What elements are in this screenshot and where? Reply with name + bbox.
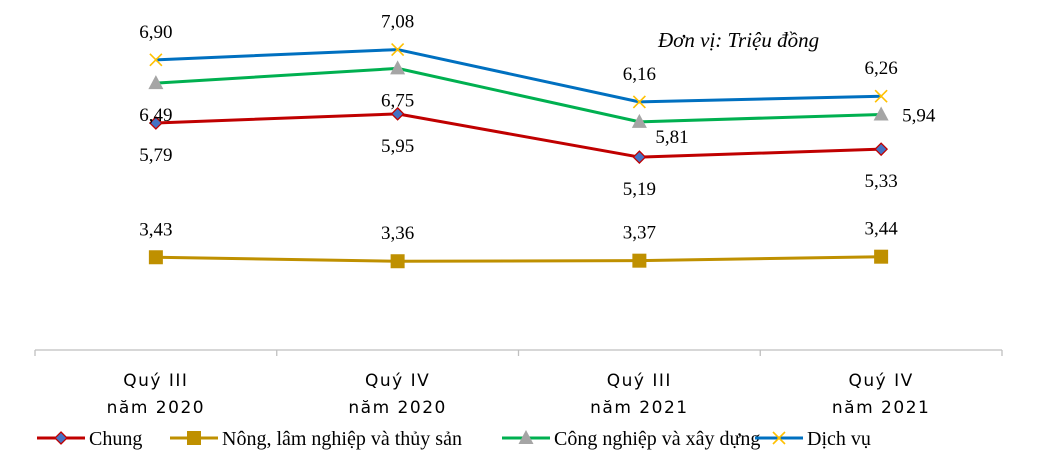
data-label: 6,75 [381,90,414,111]
data-point-marker [632,95,646,109]
x-tick-label: Quý III [123,371,188,391]
data-label: 6,26 [865,58,898,79]
data-point-marker [390,254,405,269]
data-label: 5,33 [865,171,898,192]
data-label: 3,44 [865,219,899,240]
x-tick-label: năm 2020 [348,398,446,418]
data-point-marker [390,106,405,121]
legend-marker [772,431,786,445]
data-label: 7,08 [381,12,414,33]
legend-item: Công nghiệp và xây dựng [502,428,760,450]
legend-item: Nông, lâm nghiệp và thủy sản [170,428,462,450]
x-tick-label: Quý III [607,371,672,391]
data-label: 6,90 [139,22,172,43]
data-point-marker [391,43,405,57]
legend-item: Chung [37,428,142,450]
data-label: 5,79 [139,145,172,166]
data-point-marker [149,53,163,67]
legend-label: Nông, lâm nghiệp và thủy sản [222,428,462,450]
legend-marker [518,430,534,444]
x-tick-label: năm 2020 [107,398,205,418]
data-point-marker [874,89,888,103]
data-point-marker [148,116,163,130]
x-tick-label: Quý IV [365,371,430,391]
series-line [155,112,882,159]
x-tick-label: năm 2021 [832,398,930,418]
data-point-marker [631,113,647,128]
data-point-marker [632,150,647,165]
legend-item: Dịch vụ [755,428,871,450]
data-label: 5,94 [902,105,936,126]
legend-label: Dịch vụ [807,428,871,450]
series-line [155,48,882,104]
data-label: 3,43 [139,219,172,240]
data-label: 5,95 [381,136,414,157]
data-label: 3,36 [381,223,414,244]
data-point-marker [148,75,164,90]
unit-note: Đơn vị: Triệu đồng [657,28,819,52]
legend-label: Công nghiệp và xây dựng [554,428,760,450]
data-point-marker [632,253,647,268]
legend-marker [54,431,68,445]
x-tick-label: năm 2021 [590,398,688,418]
data-point-marker [874,249,889,264]
data-point-marker [873,106,889,121]
x-tick-label: Quý IV [848,371,913,391]
data-label: 6,49 [139,105,172,126]
data-point-marker [148,250,163,265]
legend-label: Chung [89,428,142,450]
data-label: 3,37 [623,223,656,244]
data-label: 5,81 [655,127,688,148]
data-point-marker [874,142,889,157]
data-point-marker [390,60,406,75]
data-label: 5,19 [623,179,656,200]
series-line [155,255,882,263]
legend-marker [187,431,201,445]
data-label: 6,16 [623,64,656,85]
series-line [155,66,882,124]
